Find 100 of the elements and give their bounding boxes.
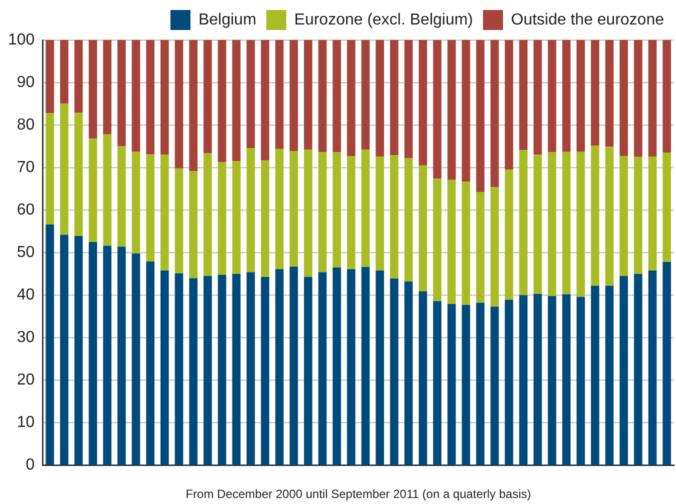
bar — [160, 40, 169, 155]
bar — [218, 40, 226, 162]
bar — [74, 236, 83, 465]
bar — [318, 40, 327, 152]
bar — [605, 146, 614, 286]
bar — [132, 253, 140, 465]
bar — [304, 276, 312, 465]
bar — [117, 40, 126, 146]
bar — [117, 246, 126, 465]
x-axis-title: From December 2000 until September 2011 (on a quaterly basis) — [186, 487, 531, 502]
bar — [548, 296, 556, 465]
bar — [347, 156, 356, 270]
bar — [534, 294, 542, 465]
bar — [605, 40, 614, 147]
bar — [290, 150, 298, 267]
bar — [88, 242, 98, 465]
bar — [304, 150, 312, 277]
bar — [576, 152, 585, 297]
y-tick-label: 0 — [26, 456, 35, 474]
bar — [476, 40, 484, 192]
bar — [60, 40, 68, 104]
bar — [562, 152, 571, 294]
bar — [548, 40, 556, 152]
bar — [347, 40, 356, 156]
bar — [246, 272, 255, 465]
bar — [146, 40, 154, 154]
bar — [189, 170, 198, 278]
bar — [620, 40, 628, 156]
bar — [390, 40, 398, 156]
bar — [103, 134, 112, 246]
bar — [318, 152, 327, 272]
bar — [318, 272, 327, 465]
bar — [146, 262, 154, 465]
bar — [260, 40, 270, 160]
bar — [332, 267, 341, 465]
bar — [232, 161, 241, 274]
bar — [160, 154, 169, 270]
bar — [490, 306, 499, 465]
bar — [260, 276, 270, 465]
bar — [590, 145, 600, 286]
bar — [46, 113, 54, 225]
bar — [504, 40, 514, 170]
bar — [634, 40, 642, 157]
bar — [132, 152, 140, 254]
bar — [376, 40, 384, 157]
bar — [218, 274, 226, 465]
bar — [146, 154, 154, 262]
bar — [648, 156, 657, 270]
bar — [246, 40, 255, 148]
bar — [103, 40, 112, 134]
bar — [418, 165, 428, 292]
bar — [404, 158, 413, 282]
bar — [275, 269, 284, 465]
bar — [232, 274, 241, 465]
bar — [634, 274, 642, 465]
bar — [204, 153, 212, 276]
bar — [103, 246, 112, 465]
bar — [590, 40, 600, 146]
bar — [174, 40, 184, 168]
y-tick-label: 10 — [16, 414, 35, 432]
bar — [160, 270, 169, 465]
bar — [361, 267, 370, 465]
bar — [634, 156, 642, 274]
y-tick-label: 30 — [16, 329, 35, 346]
bar — [404, 282, 413, 465]
bar — [447, 304, 456, 465]
bar — [174, 273, 184, 465]
y-tick-label: 50 — [16, 244, 35, 262]
bar — [275, 40, 284, 149]
y-tick-label: 100 — [8, 31, 35, 48]
bar — [504, 170, 514, 300]
bar — [88, 138, 98, 242]
bar — [433, 40, 442, 179]
bar — [662, 40, 671, 153]
bar — [519, 40, 528, 150]
bar — [390, 155, 398, 279]
bar — [490, 187, 499, 307]
bar — [662, 152, 671, 262]
bar — [462, 182, 470, 305]
y-tick-label: 40 — [16, 286, 35, 304]
y-tick-label: 90 — [16, 74, 35, 91]
bar — [390, 278, 398, 465]
bar — [462, 304, 470, 465]
bar — [418, 40, 428, 166]
bar — [534, 40, 542, 155]
bar — [361, 150, 370, 268]
bar — [189, 278, 198, 465]
bar — [562, 294, 571, 465]
bar — [404, 40, 413, 158]
bar — [332, 40, 341, 152]
bar — [232, 40, 241, 162]
bar — [290, 40, 298, 151]
bar — [132, 40, 140, 152]
bar — [60, 104, 68, 235]
bar — [519, 150, 528, 296]
bar — [462, 40, 470, 182]
bar — [275, 148, 284, 270]
bar — [189, 40, 198, 171]
bar — [433, 178, 442, 302]
y-tick-label: 80 — [16, 116, 35, 134]
